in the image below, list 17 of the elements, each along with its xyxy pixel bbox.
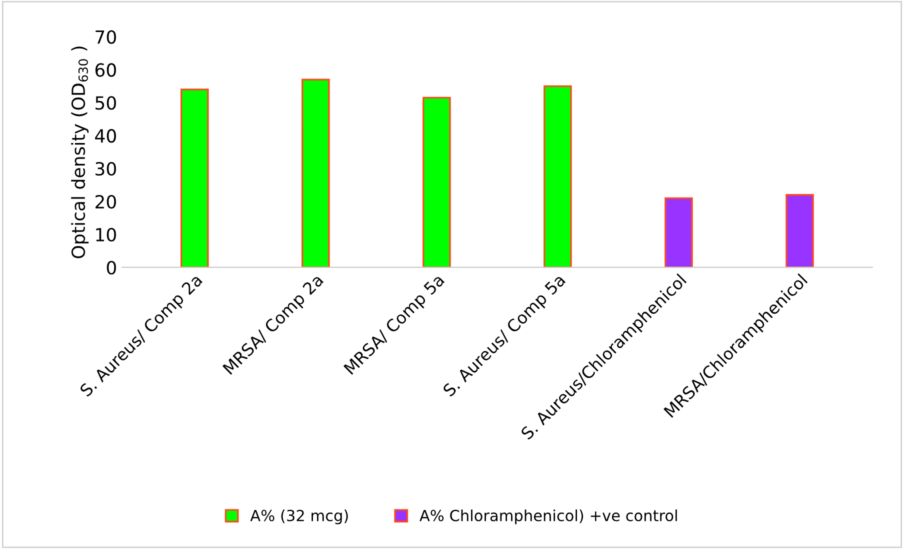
legend-label: A% (32 mcg)	[250, 510, 348, 524]
y-tick-label: 50	[96, 96, 116, 110]
y-tick-label: 60	[95, 63, 116, 77]
bar	[664, 197, 693, 268]
bar	[180, 88, 209, 268]
y-tick-label: 30	[96, 162, 116, 176]
y-tick-label: 20	[96, 194, 116, 209]
bar	[422, 96, 451, 268]
bar	[302, 78, 330, 268]
y-tick-label: 70	[96, 30, 116, 44]
y-tick-label: 0	[106, 260, 116, 274]
y-tick-label: 10	[96, 228, 116, 242]
legend-label: A% Chloramphenicol) +ve control	[420, 509, 677, 524]
y-axis-title: Optical density (OD$_{630}$ )	[71, 46, 89, 258]
bar	[544, 85, 572, 268]
y-tick-label: 40	[95, 129, 116, 143]
bar	[786, 194, 814, 268]
